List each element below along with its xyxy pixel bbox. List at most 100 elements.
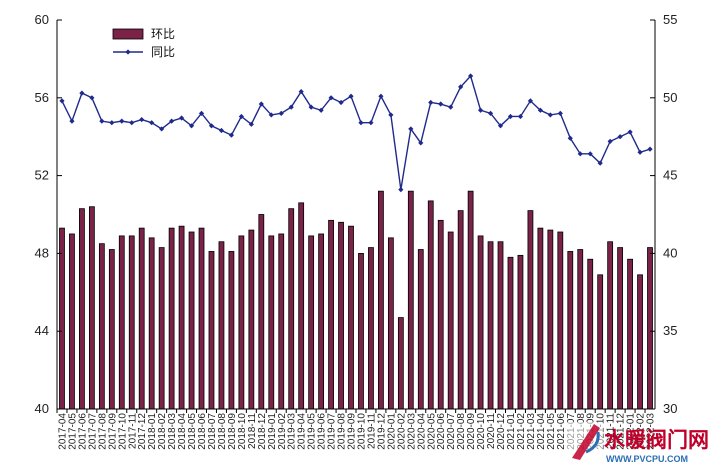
x-tick-label: 2017-12 (137, 413, 148, 450)
line-point (537, 107, 543, 113)
line-point (288, 104, 294, 110)
line-point (69, 118, 75, 124)
bar (597, 274, 604, 410)
x-tick-label: 2017-10 (117, 413, 128, 450)
line-point (438, 101, 444, 107)
bar (238, 235, 245, 410)
bar (417, 249, 424, 410)
legend-label-tongbi: 同比 (151, 45, 175, 59)
bar (487, 241, 494, 410)
x-tick-label: 2021-06 (556, 413, 567, 450)
bar-series-huanbi (59, 190, 653, 410)
line-point (368, 120, 374, 126)
series-line (61, 74, 651, 190)
line-point (398, 187, 404, 193)
legend-swatch-bar (112, 28, 144, 40)
bar (477, 235, 484, 410)
right-tick-label: 30 (663, 401, 677, 416)
x-tick-label: 2018-09 (227, 413, 238, 450)
bar (467, 190, 474, 410)
x-tick-label: 2019-12 (376, 413, 387, 450)
bar (617, 247, 624, 410)
x-tick-label: 2019-02 (277, 413, 288, 450)
left-tick-label: 44 (35, 323, 49, 338)
line-point (228, 132, 235, 138)
x-tick-label: 2017-04 (57, 413, 68, 450)
x-tick-label: 2019-06 (317, 413, 328, 450)
line-point (129, 120, 135, 126)
x-tick-label: 2020-01 (386, 413, 397, 450)
watermark-logo: 水暖阀门网 WWW.PVCPU.COM (565, 422, 709, 464)
x-tick-label: 2020-09 (466, 413, 477, 450)
line-point (517, 113, 524, 120)
line-point (149, 120, 155, 126)
bar (248, 229, 255, 410)
line-point (587, 151, 593, 157)
left-tick-label: 48 (35, 245, 49, 260)
left-tick-label: 56 (35, 90, 49, 105)
bar (178, 225, 185, 410)
x-tick-label: 2018-05 (187, 413, 198, 450)
bar (557, 231, 564, 410)
x-tick-label: 2018-08 (217, 413, 228, 450)
line-point (358, 120, 364, 126)
right-tick-label: 45 (663, 168, 677, 183)
line-point (99, 118, 105, 124)
line-point (557, 110, 563, 116)
line-point (448, 104, 454, 110)
line-point (119, 118, 125, 124)
line-point (328, 95, 334, 101)
x-tick-label: 2019-10 (356, 413, 367, 450)
line-point (527, 98, 534, 104)
line-point (388, 112, 394, 118)
x-tick-label: 2020-08 (456, 413, 467, 450)
x-tick-label: 2019-11 (366, 413, 377, 449)
line-point (258, 101, 264, 107)
x-tick-label: 2018-06 (197, 413, 208, 450)
bar (108, 249, 115, 410)
line-point (59, 98, 65, 104)
x-tick-label: 2020-10 (476, 413, 487, 450)
bar (88, 206, 95, 410)
bar (517, 254, 524, 410)
bar (507, 256, 514, 410)
line-point (208, 123, 215, 129)
line-point (278, 110, 284, 116)
line-point (298, 88, 304, 95)
bar (168, 227, 175, 410)
x-tick-label: 2017-05 (67, 413, 78, 450)
bar (98, 243, 105, 410)
x-tick-label: 2018-10 (237, 413, 248, 450)
line-point (607, 138, 613, 144)
bar (587, 258, 594, 410)
x-tick-label: 2019-05 (307, 413, 318, 450)
bar (278, 233, 285, 410)
line-point (89, 95, 95, 101)
x-tick-label: 2021-04 (536, 413, 547, 450)
line-point (458, 84, 464, 90)
bar (348, 225, 354, 410)
bar (358, 252, 364, 410)
line-point (547, 112, 553, 118)
bar (128, 235, 135, 410)
left-tick-label: 52 (35, 168, 49, 183)
line-point (418, 140, 424, 146)
x-tick-label: 2022-02 (636, 413, 647, 450)
line-point (169, 118, 175, 124)
bar (338, 221, 344, 410)
bar (368, 247, 374, 410)
bar (627, 258, 633, 410)
line-point (647, 146, 653, 152)
watermark-title: 水暖阀门网 (604, 428, 709, 452)
bar (378, 190, 384, 410)
x-tick-label: 2021-05 (546, 413, 557, 450)
x-tick-label: 2021-03 (526, 413, 537, 450)
watermark-swirl-icon (585, 431, 600, 454)
line-point (477, 107, 484, 113)
line-point (318, 107, 324, 113)
bar (228, 251, 235, 410)
bar (268, 235, 275, 410)
line-point (188, 123, 195, 129)
bar (118, 235, 125, 410)
legend-label-huanbi: 环比 (151, 27, 175, 41)
